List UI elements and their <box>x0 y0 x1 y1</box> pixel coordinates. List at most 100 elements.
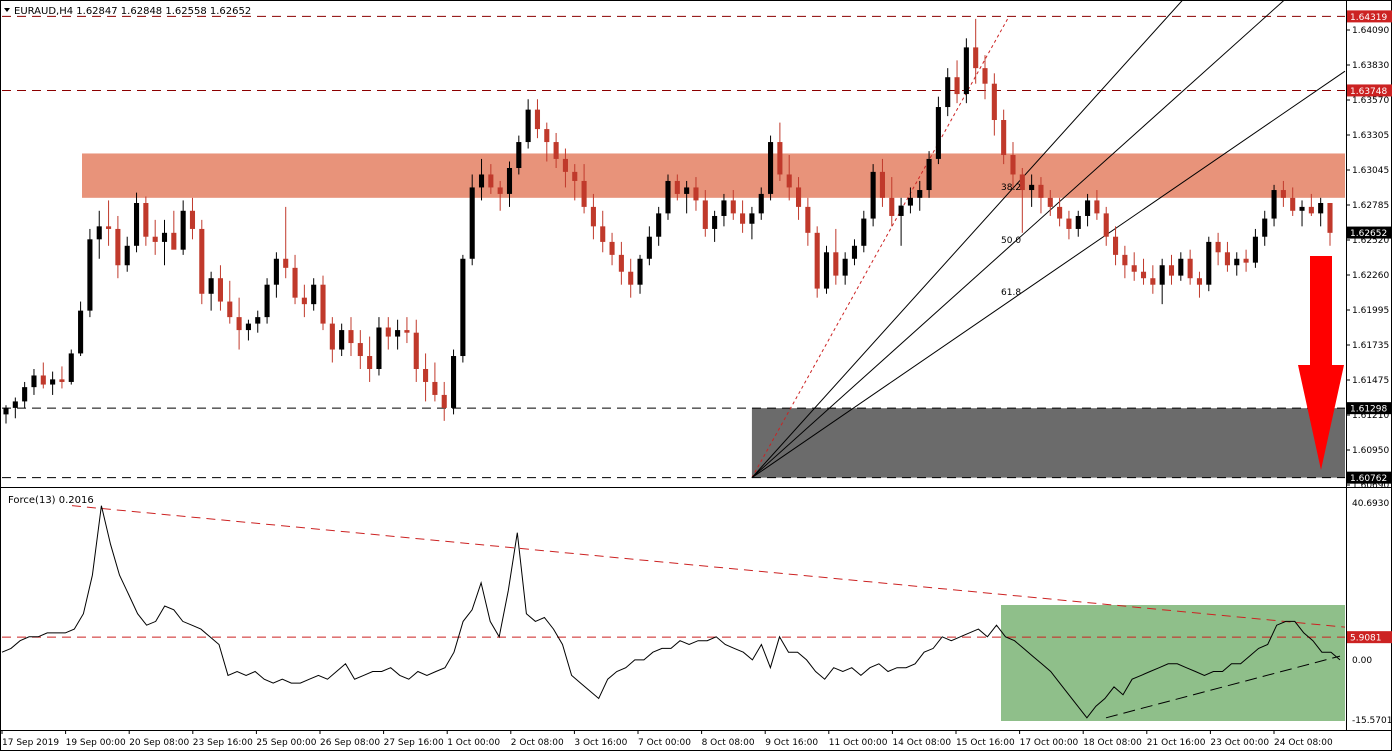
candle-body <box>646 236 652 259</box>
force-tag-label: 5.9081 <box>1350 634 1382 644</box>
candle-body <box>553 142 559 159</box>
force-resistance-trendline <box>71 505 1346 628</box>
price-tick-label: 1.62520 <box>1352 236 1389 246</box>
candle-body <box>637 258 643 285</box>
time-tick-label: 19 Sep 00:00 <box>66 738 126 748</box>
time-tick-label: 25 Sep 00:00 <box>256 738 316 748</box>
force-tick-label: -15.5701 <box>1352 716 1392 726</box>
time-tick-label: 1 Oct 00:00 <box>447 738 500 748</box>
price-tag-label: 1.62652 <box>1350 229 1387 239</box>
time-tick-label: 8 Oct 08:00 <box>702 738 755 748</box>
candle-body <box>1187 258 1193 279</box>
candle-body <box>861 218 867 246</box>
candle-body <box>889 197 895 216</box>
candle-body <box>870 171 876 219</box>
price-tag-box <box>1347 226 1392 239</box>
fib-fan-line <box>751 0 1286 479</box>
candle-body <box>777 142 783 175</box>
candle-body <box>329 323 335 350</box>
zones-layer <box>82 153 1345 478</box>
candle-body <box>749 213 755 224</box>
price-tick-label: 1.61475 <box>1352 376 1389 386</box>
time-tick-label: 17 Sep 2019 <box>2 738 59 748</box>
candle-body <box>879 171 885 198</box>
price-tick-label: 1.62785 <box>1352 201 1389 211</box>
candle-body <box>478 174 485 188</box>
time-tick-label: 23 Sep 16:00 <box>193 738 253 748</box>
candle-body <box>339 330 345 350</box>
candle-body <box>973 47 979 69</box>
candle-body <box>1290 197 1296 211</box>
candle-body <box>795 187 802 207</box>
candle-body <box>1308 206 1314 214</box>
candle-body <box>963 47 969 95</box>
candle-body <box>152 236 158 242</box>
candle-body <box>1103 213 1109 237</box>
candle-body <box>22 387 28 402</box>
candle-body <box>3 407 9 415</box>
candle-body <box>171 232 177 250</box>
candle-body <box>68 353 74 382</box>
candle-body <box>236 317 242 331</box>
force-zone <box>1001 605 1345 721</box>
candle-body <box>823 252 830 289</box>
candle-body <box>684 187 690 194</box>
price-tick-label: 1.62260 <box>1352 271 1389 281</box>
candle-body <box>1066 218 1072 229</box>
candle-body <box>898 205 904 216</box>
candle-body <box>609 241 615 255</box>
fib-label-61: 61.8 <box>1001 288 1021 298</box>
candle-body <box>283 258 289 268</box>
candle-body <box>506 167 513 194</box>
dropdown-icon[interactable] <box>4 8 10 12</box>
candle-body <box>693 187 699 201</box>
candle-body <box>1010 155 1016 175</box>
candle-body <box>1094 200 1100 214</box>
candle-body <box>59 379 65 382</box>
candle-body <box>199 228 205 294</box>
candle-body <box>264 284 270 318</box>
candle-body <box>189 210 196 229</box>
candle-body <box>721 200 727 216</box>
force-tag-box <box>1347 631 1392 644</box>
candle-body <box>1085 200 1091 216</box>
candle-body <box>1252 236 1258 263</box>
candle-body <box>600 226 606 242</box>
candle-body <box>516 142 522 168</box>
support-zone <box>751 408 1345 478</box>
time-tick-label: 9 Oct 16:00 <box>765 738 818 748</box>
price-tag-box <box>1347 10 1392 23</box>
time-tick-label: 2 Oct 08:00 <box>511 738 564 748</box>
candle-body <box>301 297 307 305</box>
candle-body <box>674 180 680 194</box>
candle-body <box>469 187 475 259</box>
candle-body <box>712 215 718 229</box>
candle-body <box>786 174 792 188</box>
candle-body <box>1178 258 1184 276</box>
fib-label-38: 38.2 <box>1001 183 1021 193</box>
price-tag-label: 1.60762 <box>1350 474 1387 484</box>
candle-body <box>544 129 550 143</box>
candle-body <box>935 107 941 159</box>
candle-body <box>12 401 18 408</box>
price-tag-box <box>1347 471 1392 484</box>
fib-fan-line <box>751 0 1184 478</box>
price-tick-label: 1.63570 <box>1352 96 1389 106</box>
candle-body <box>1047 197 1053 207</box>
price-tag-label: 1.64319 <box>1350 13 1387 23</box>
candle-body <box>1206 241 1212 285</box>
candle-body <box>730 200 736 214</box>
candle-body <box>740 213 746 224</box>
force-tick-label: 0.00 <box>1352 656 1372 666</box>
candle-body <box>292 267 298 298</box>
candle-body <box>907 197 913 206</box>
price-tick-label: 1.63830 <box>1352 61 1389 71</box>
bearish-arrow-icon <box>1298 256 1344 470</box>
candle-body <box>572 171 578 181</box>
candle-body <box>954 77 960 95</box>
candle-body <box>1159 265 1165 285</box>
price-tick-label: 1.61735 <box>1352 341 1389 351</box>
candle-body <box>1029 184 1035 191</box>
